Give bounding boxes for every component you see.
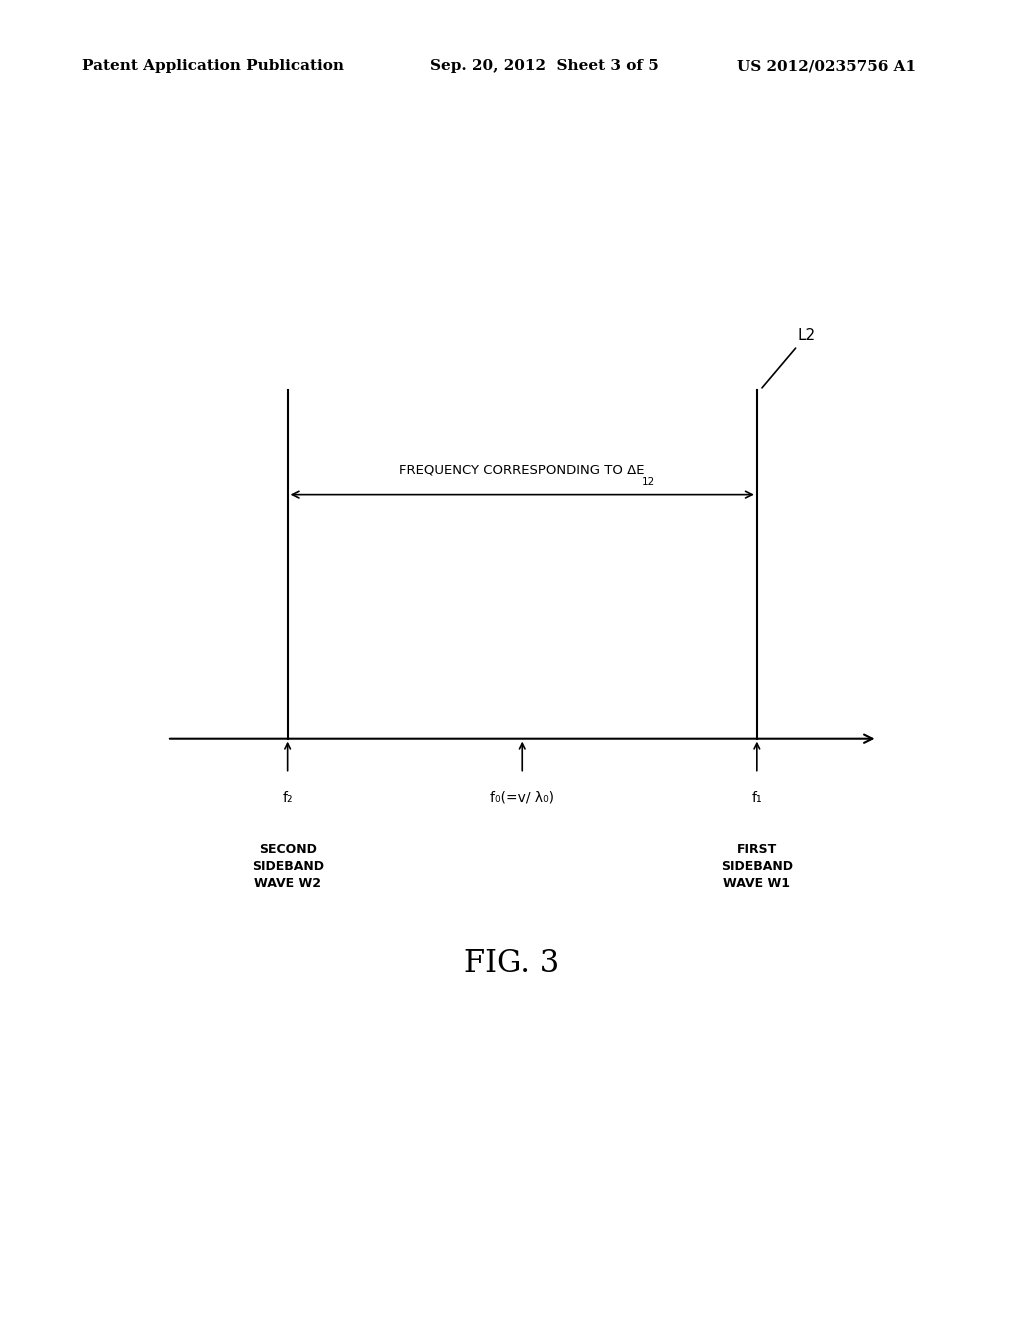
Text: 12: 12: [642, 477, 654, 487]
Text: f₁: f₁: [752, 791, 762, 804]
Text: Sep. 20, 2012  Sheet 3 of 5: Sep. 20, 2012 Sheet 3 of 5: [430, 59, 658, 74]
Text: FIG. 3: FIG. 3: [464, 948, 560, 979]
Text: US 2012/0235756 A1: US 2012/0235756 A1: [737, 59, 916, 74]
Text: FIRST
SIDEBAND
WAVE W1: FIRST SIDEBAND WAVE W1: [721, 843, 793, 890]
Text: f₂: f₂: [283, 791, 293, 804]
Text: FREQUENCY CORRESPONDING TO ΔE: FREQUENCY CORRESPONDING TO ΔE: [399, 463, 645, 477]
Text: f₀(=v/ λ₀): f₀(=v/ λ₀): [490, 791, 554, 804]
Text: L2: L2: [762, 329, 815, 388]
Text: SECOND
SIDEBAND
WAVE W2: SECOND SIDEBAND WAVE W2: [252, 843, 324, 890]
Text: Patent Application Publication: Patent Application Publication: [82, 59, 344, 74]
